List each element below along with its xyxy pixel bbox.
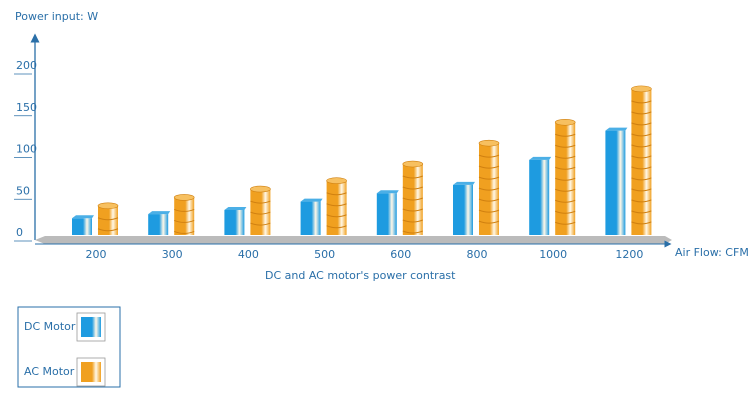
band	[402, 208, 423, 212]
bar	[631, 88, 652, 235]
y-tick-label: 50	[16, 184, 30, 197]
x-tick-label: 300	[162, 248, 183, 261]
x-tick-label: 600	[390, 248, 411, 261]
band	[174, 219, 195, 223]
bar-top	[529, 156, 552, 160]
band	[478, 165, 500, 169]
band	[402, 186, 423, 190]
bar-top	[402, 160, 424, 168]
bar-top	[250, 185, 271, 193]
legend-swatch	[81, 317, 101, 337]
band	[631, 144, 652, 148]
band	[631, 111, 652, 115]
x-tick-label: 400	[238, 248, 259, 261]
bar	[605, 130, 626, 235]
bar	[224, 209, 245, 235]
band	[402, 175, 423, 179]
band	[478, 209, 500, 213]
band	[631, 210, 652, 214]
caption: DC and AC motor's power contrast	[265, 269, 456, 282]
band	[174, 208, 195, 212]
x-tick-label: 500	[314, 248, 335, 261]
x-axis-label: Air Flow: CFM	[675, 246, 749, 259]
band	[478, 154, 500, 158]
bar-top	[478, 139, 500, 147]
band	[250, 211, 271, 215]
y-tick-label: 200	[16, 59, 37, 72]
bar	[148, 214, 169, 235]
band	[250, 222, 271, 226]
bar	[98, 205, 118, 235]
band	[631, 133, 652, 137]
x-tick-label: 1000	[539, 248, 567, 261]
bar	[174, 197, 195, 235]
band	[631, 221, 652, 225]
band	[631, 177, 652, 181]
legend-swatch	[81, 362, 101, 382]
y-tick-label: 150	[16, 101, 37, 114]
legend-label: AC Motor	[24, 365, 75, 378]
band	[631, 100, 652, 104]
bar-top	[631, 85, 652, 93]
band	[555, 177, 576, 181]
band	[631, 166, 652, 170]
bar-top	[72, 215, 94, 219]
band	[478, 220, 500, 224]
band	[402, 219, 423, 223]
band	[555, 199, 576, 203]
band	[631, 188, 652, 192]
band	[555, 166, 576, 170]
y-tick-label: 100	[16, 143, 37, 156]
bar	[529, 159, 550, 235]
band	[326, 214, 347, 218]
band	[555, 188, 576, 192]
band	[555, 210, 576, 214]
band	[631, 199, 652, 203]
band	[97, 228, 119, 232]
bar	[250, 189, 271, 235]
band	[555, 221, 576, 225]
bar-top	[376, 190, 399, 194]
bar-top	[97, 202, 119, 210]
band	[326, 192, 347, 196]
bar	[300, 201, 321, 235]
band	[402, 230, 423, 234]
bar	[402, 164, 423, 235]
band	[478, 187, 500, 191]
bar-top	[326, 177, 347, 185]
bar-top	[173, 194, 195, 201]
bar	[555, 122, 576, 235]
floor	[35, 236, 672, 244]
band	[478, 198, 500, 202]
band	[555, 155, 576, 159]
band	[326, 203, 347, 207]
band	[174, 230, 195, 234]
bar	[376, 193, 397, 235]
band	[97, 217, 119, 221]
bar-top	[300, 198, 323, 202]
bar-top	[224, 206, 247, 210]
band	[478, 176, 500, 180]
band	[631, 122, 652, 126]
band	[555, 144, 576, 148]
bar-top	[148, 211, 171, 215]
legend-box	[17, 306, 121, 388]
x-tick-label: 200	[86, 248, 107, 261]
legend-label: DC Motor	[24, 320, 76, 333]
y-tick-label: 0	[16, 226, 23, 239]
band	[631, 155, 652, 159]
bar-top	[453, 181, 475, 185]
bar-top	[605, 127, 628, 131]
bar	[453, 184, 473, 235]
x-tick-label: 800	[467, 248, 488, 261]
y-axis-label: Power input: W	[15, 10, 98, 23]
band	[402, 197, 423, 201]
bar-top	[554, 118, 576, 126]
bar	[72, 218, 92, 235]
band	[555, 133, 576, 137]
band	[250, 200, 271, 204]
x-tick-label: 1200	[615, 248, 643, 261]
band	[326, 225, 347, 229]
